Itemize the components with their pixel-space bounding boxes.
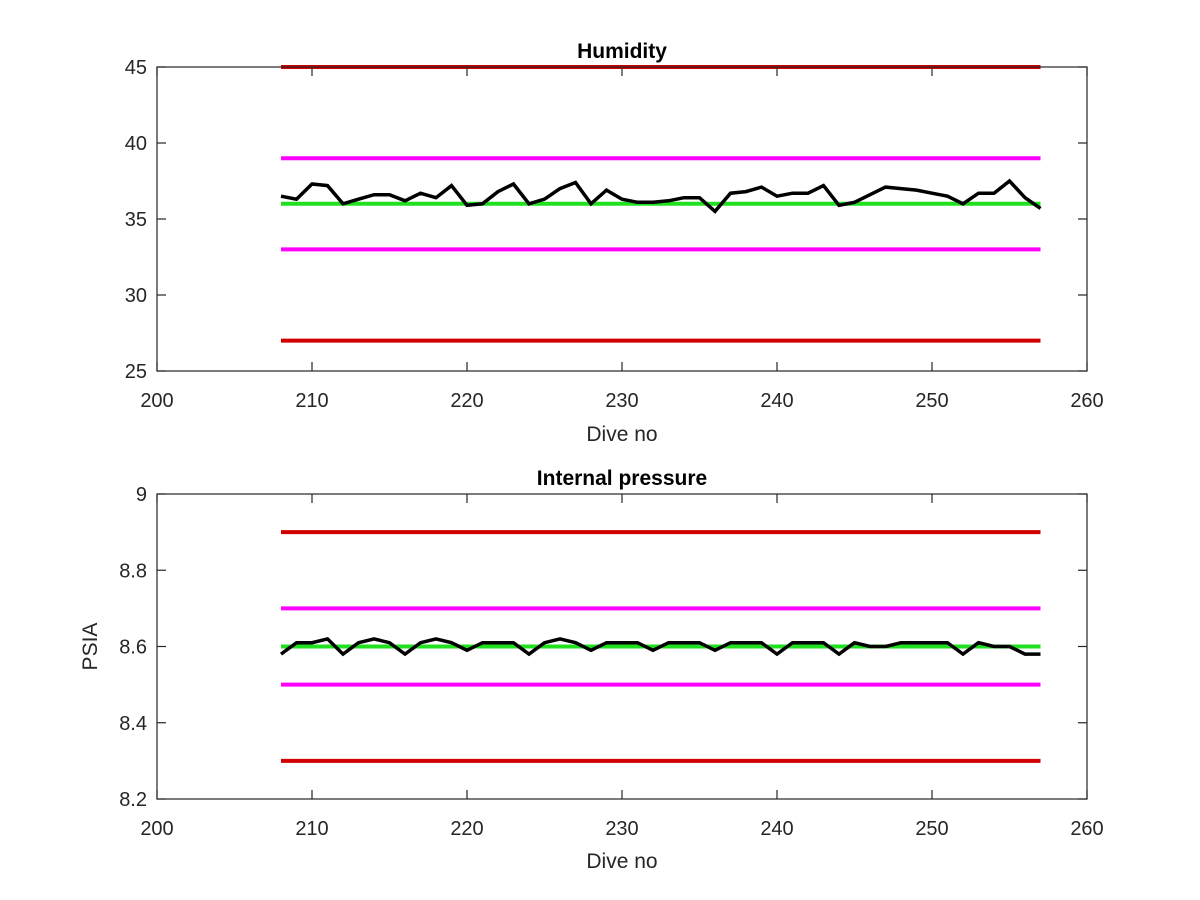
y-tick-label: 8.2 (119, 789, 147, 811)
x-tick-label: 200 (140, 390, 173, 412)
x-tick-label: 230 (605, 390, 638, 412)
x-tick-label: 260 (1070, 390, 1103, 412)
y-tick-label: 9 (136, 484, 147, 506)
x-tick-label: 200 (140, 818, 173, 840)
x-tick-label: 220 (450, 818, 483, 840)
x-tick-label: 250 (915, 390, 948, 412)
series-line-6 (280, 178, 1042, 214)
x-tick-label: 250 (915, 818, 948, 840)
y-tick-label: 45 (125, 57, 147, 79)
y-tick-label: 25 (125, 361, 147, 383)
subplot-1: 200 210 220 230 240 250 260 25 30 35 40 45 Humidity D… (125, 40, 1104, 446)
y-tick-label: 40 (125, 133, 147, 155)
y-tick-label: 8.6 (119, 637, 147, 659)
x-tick-label: 260 (1070, 818, 1103, 840)
y-axis-label: PSIA (79, 623, 102, 671)
y-tick-label: 8.8 (119, 560, 147, 582)
x-tick-label: 210 (295, 818, 328, 840)
subplot-2: 200 210 220 230 240 250 260 8.2 8.4 8.6 8.8 9 Intern… (79, 467, 1104, 873)
x-tick-label: 240 (760, 818, 793, 840)
x-tick-label: 220 (450, 390, 483, 412)
x-axis-label: Dive no (586, 423, 657, 446)
chart-title: Internal pressure (537, 467, 707, 490)
y-tick-label: 8.4 (119, 713, 147, 735)
x-tick-label: 230 (605, 818, 638, 840)
x-tick-label: 210 (295, 390, 328, 412)
x-tick-label: 240 (760, 390, 793, 412)
chart-title: Humidity (577, 40, 667, 63)
x-axis-label: Dive no (586, 850, 657, 873)
series-line-6 (279, 636, 1041, 657)
y-tick-label: 30 (125, 285, 147, 307)
y-tick-label: 35 (125, 209, 147, 231)
plot-frame (156, 66, 1088, 372)
